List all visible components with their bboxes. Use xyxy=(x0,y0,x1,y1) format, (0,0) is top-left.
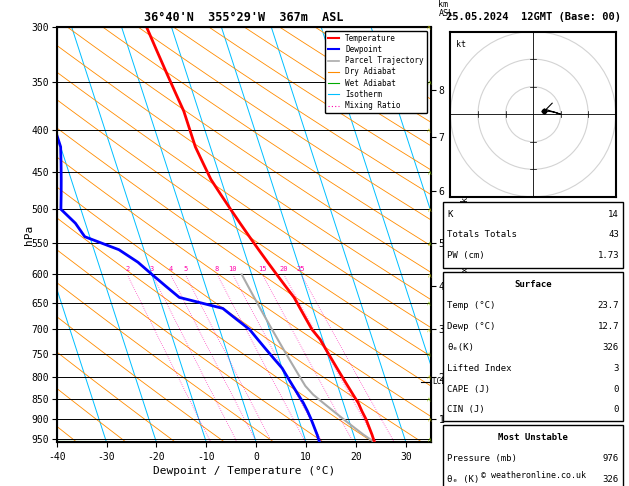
Text: 10: 10 xyxy=(228,266,237,272)
Text: 25.05.2024  12GMT (Base: 00): 25.05.2024 12GMT (Base: 00) xyxy=(445,12,621,22)
Text: >: > xyxy=(428,241,434,245)
Text: 14: 14 xyxy=(608,209,619,219)
Text: PW (cm): PW (cm) xyxy=(447,251,485,260)
Text: θₑ (K): θₑ (K) xyxy=(447,475,479,484)
Title: 36°40'N  355°29'W  367m  ASL: 36°40'N 355°29'W 367m ASL xyxy=(144,11,343,24)
Text: 8: 8 xyxy=(215,266,220,272)
Text: 1.73: 1.73 xyxy=(598,251,619,260)
Text: Pressure (mb): Pressure (mb) xyxy=(447,454,517,463)
Text: Surface: Surface xyxy=(515,280,552,289)
Text: kt: kt xyxy=(456,40,466,49)
Text: CAPE (J): CAPE (J) xyxy=(447,384,490,394)
Text: 0: 0 xyxy=(613,384,619,394)
Text: >: > xyxy=(428,80,434,84)
Text: >: > xyxy=(428,417,434,421)
Text: 5: 5 xyxy=(183,266,187,272)
Text: >: > xyxy=(428,24,434,29)
Text: 326: 326 xyxy=(603,343,619,352)
Text: 15: 15 xyxy=(258,266,267,272)
Text: Most Unstable: Most Unstable xyxy=(498,433,568,442)
Text: K: K xyxy=(447,209,453,219)
Text: θₑ(K): θₑ(K) xyxy=(447,343,474,352)
Text: 3: 3 xyxy=(150,266,154,272)
Text: >: > xyxy=(428,272,434,277)
Text: 976: 976 xyxy=(603,454,619,463)
Text: 0: 0 xyxy=(613,405,619,415)
Text: 3: 3 xyxy=(613,364,619,373)
Text: LCL: LCL xyxy=(432,377,446,386)
Text: Temp (°C): Temp (°C) xyxy=(447,301,496,310)
Text: 4: 4 xyxy=(169,266,172,272)
Text: km
ASL: km ASL xyxy=(438,0,454,18)
Text: CIN (J): CIN (J) xyxy=(447,405,485,415)
X-axis label: Dewpoint / Temperature (°C): Dewpoint / Temperature (°C) xyxy=(153,466,335,476)
Text: >: > xyxy=(428,375,434,380)
Text: 23.7: 23.7 xyxy=(598,301,619,310)
Text: Totals Totals: Totals Totals xyxy=(447,230,517,240)
Text: >: > xyxy=(428,436,434,441)
Text: >: > xyxy=(428,351,434,357)
Text: >: > xyxy=(428,397,434,401)
Text: 326: 326 xyxy=(603,475,619,484)
Text: Dewp (°C): Dewp (°C) xyxy=(447,322,496,331)
Text: 43: 43 xyxy=(608,230,619,240)
Text: 2: 2 xyxy=(125,266,130,272)
Text: 20: 20 xyxy=(279,266,288,272)
Text: hPa: hPa xyxy=(23,225,33,244)
Text: © weatheronline.co.uk: © weatheronline.co.uk xyxy=(481,471,586,480)
Text: >: > xyxy=(428,127,434,132)
Text: >: > xyxy=(428,327,434,332)
Text: Lifted Index: Lifted Index xyxy=(447,364,512,373)
Text: >: > xyxy=(428,169,434,174)
Text: 12.7: 12.7 xyxy=(598,322,619,331)
Legend: Temperature, Dewpoint, Parcel Trajectory, Dry Adiabat, Wet Adiabat, Isotherm, Mi: Temperature, Dewpoint, Parcel Trajectory… xyxy=(325,31,427,113)
Text: >: > xyxy=(428,300,434,305)
Text: Mixing Ratio (g/kg): Mixing Ratio (g/kg) xyxy=(461,187,470,282)
Text: >: > xyxy=(428,207,434,211)
Text: 25: 25 xyxy=(297,266,305,272)
